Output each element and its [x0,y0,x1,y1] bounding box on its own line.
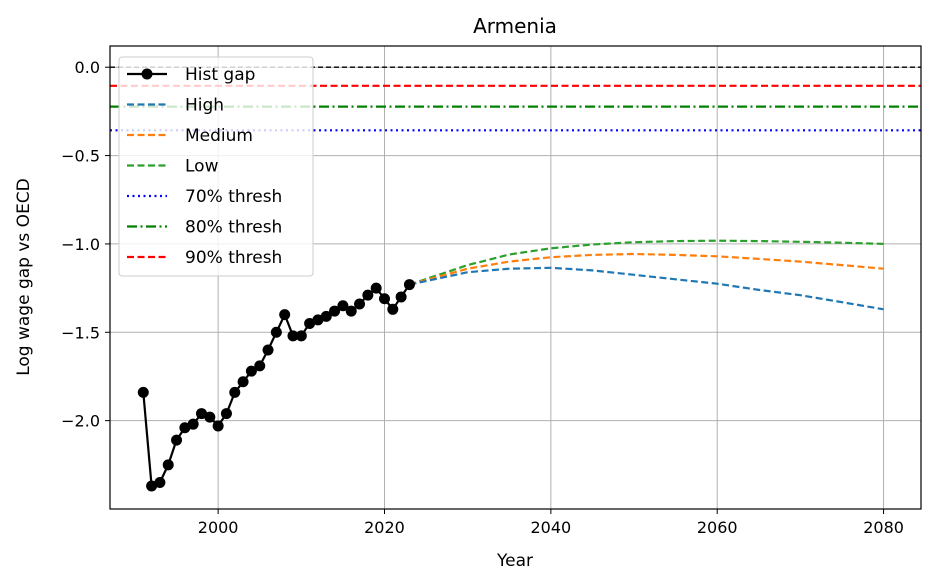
legend-label-hist-gap: Hist gap [185,65,255,85]
legend-label-high: High [185,96,224,116]
y-tick-label: −2.0 [61,412,100,431]
x-tick-label: 2080 [863,518,904,537]
data-point-hist-gap [262,344,274,356]
data-point-hist-gap [245,365,257,377]
legend-marker-hist-gap [141,68,153,80]
data-point-hist-gap [287,330,299,342]
data-point-hist-gap [204,411,216,423]
legend: Hist gap High Medium Low 70% thresh 80% thres… [118,56,314,277]
data-point-hist-gap [212,420,224,432]
series-line-high [409,266,884,311]
data-point-hist-gap [362,289,374,301]
legend-label-low: Low [185,157,219,177]
series-line-medium [409,252,884,286]
data-point-hist-gap [254,360,266,372]
x-tick-label: 2020 [364,518,405,537]
data-point-hist-gap [403,279,415,291]
data-point-hist-gap [312,314,324,326]
data-point-hist-gap [378,293,390,305]
data-point-hist-gap [162,459,174,471]
data-point-hist-gap [195,408,207,420]
data-point-hist-gap [320,310,332,322]
data-point-hist-gap [237,376,249,388]
plot-frame [109,45,922,510]
data-point-hist-gap [179,422,191,434]
data-point-hist-gap [370,282,382,294]
series-line-low [409,239,884,286]
x-tick-label: 2000 [198,518,239,537]
data-point-hist-gap [146,480,158,492]
y-tick-label: −1.5 [61,323,100,342]
y-tick-label: −1.0 [61,235,100,254]
data-point-hist-gap [187,418,199,430]
data-point-hist-gap [295,330,307,342]
legend-box [118,56,314,277]
data-point-hist-gap [154,476,166,488]
legend-label-70-thresh: 70% thresh [185,187,282,207]
data-point-hist-gap [395,291,407,303]
legend-label-80-thresh: 80% thresh [185,218,282,238]
data-point-hist-gap [354,298,366,310]
data-point-hist-gap [279,309,291,321]
chart-title: Armenia [473,14,557,38]
x-tick-label: 2040 [530,518,571,537]
y-tick-label: −0.5 [61,147,100,166]
data-point-hist-gap [337,300,349,312]
data-point-hist-gap [329,305,341,317]
y-axis-title: Log wage gap vs OECD [14,178,34,376]
data-point-hist-gap [345,305,357,317]
data-point-hist-gap [270,326,282,338]
data-point-hist-gap [137,386,149,398]
x-tick-label: 2060 [697,518,738,537]
y-tick-label: 0.0 [75,58,100,77]
data-point-hist-gap [304,317,316,329]
data-point-hist-gap [220,408,232,420]
ticks: 2000 2020 2040 2060 2080 0.0 −0.5 −1.0 −1.5 −2.0 [61,58,904,537]
data-point-hist-gap [171,434,183,446]
data-point-hist-gap [229,386,241,398]
legend-label-medium: Medium [185,126,253,146]
legend-label-90-thresh: 90% thresh [185,248,282,268]
x-axis-title: Year [496,551,533,571]
data-point-hist-gap [387,303,399,315]
